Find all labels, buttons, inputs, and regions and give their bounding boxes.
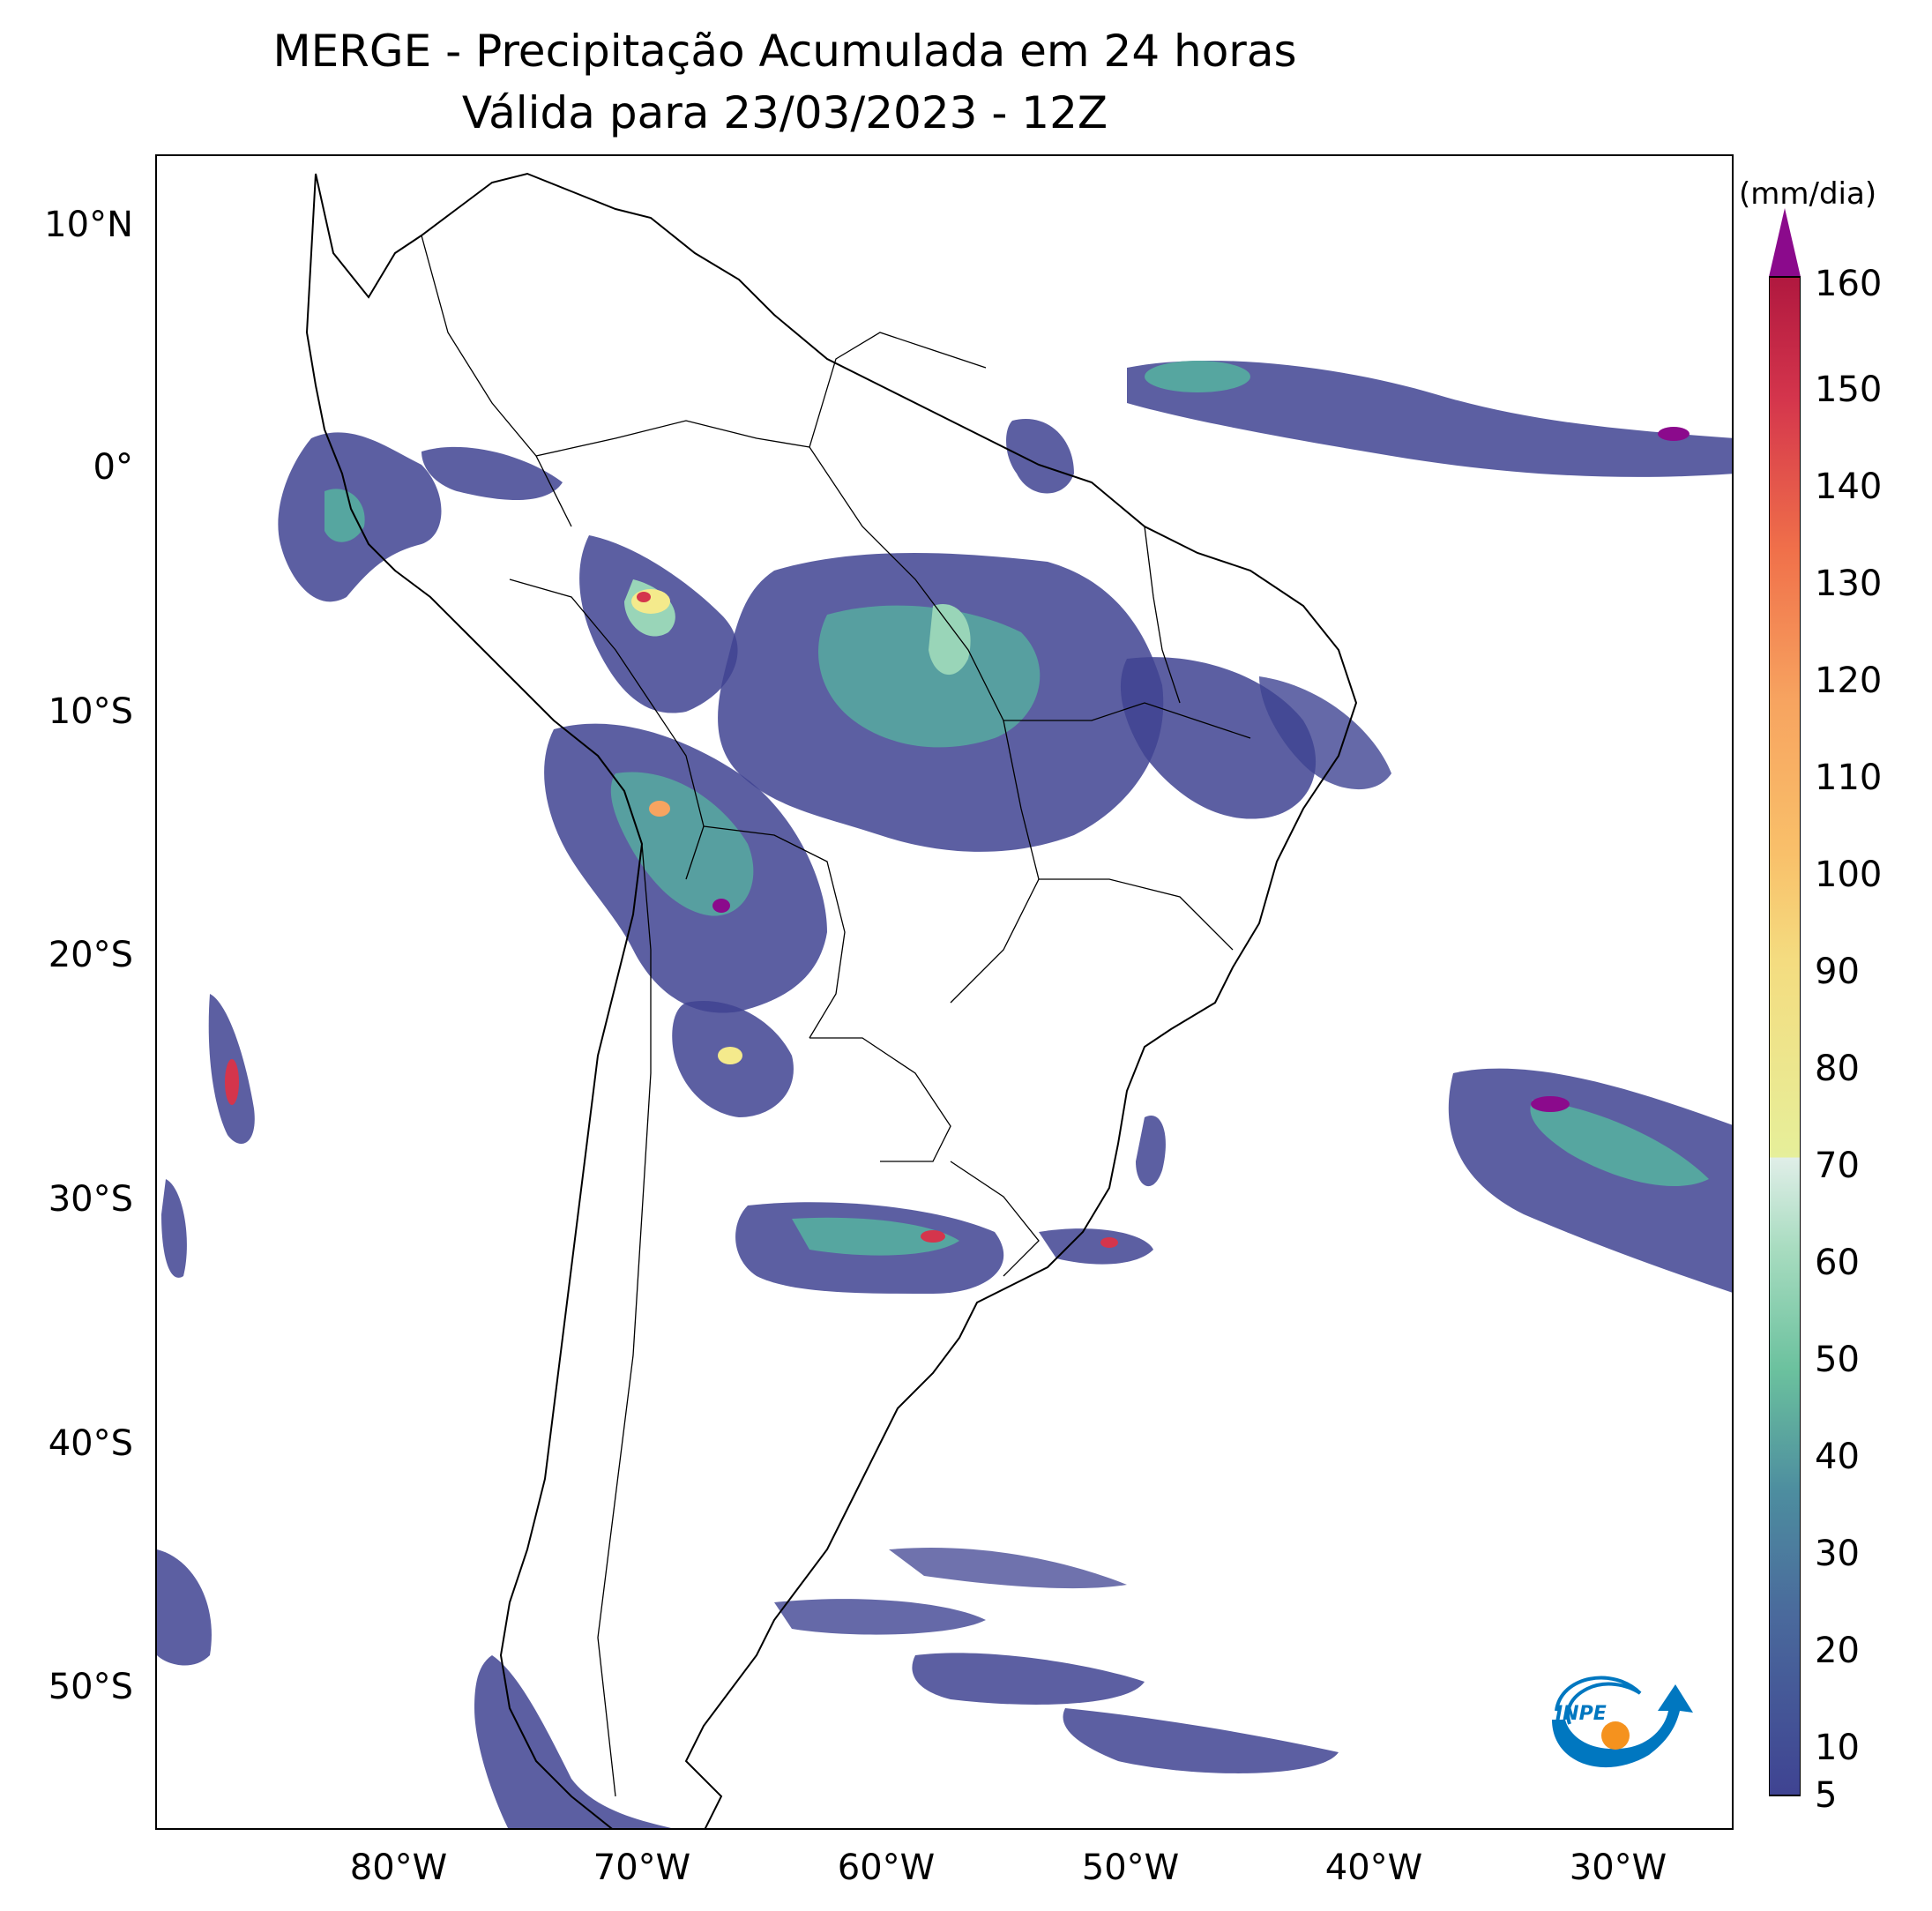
inpe-logo: INPE: [1552, 1676, 1693, 1768]
border-guianas: [809, 332, 987, 448]
colorbar-label-150: 150: [1815, 370, 1883, 410]
rain-band-atlantic-core: [1145, 361, 1250, 392]
rain-peak-pacific-west: [225, 1059, 239, 1105]
colorbar-unit: (mm/dia): [1739, 176, 1877, 212]
rain-patch-colombia-east: [421, 446, 563, 500]
border-brazil-states-4: [1144, 526, 1181, 704]
rain-patch-chile-south: [474, 1655, 672, 1828]
colorbar-label-60: 60: [1815, 1243, 1860, 1283]
lat-label-0: 0°: [93, 447, 133, 488]
rain-peak-argentina: [921, 1230, 945, 1243]
border-layer: [421, 235, 1251, 1797]
rain-band-south-atlantic: [1448, 1068, 1732, 1293]
border-brazil-states-3: [1039, 878, 1234, 951]
rain-patch-colombia-core: [324, 489, 365, 542]
colorbar-label-160: 160: [1815, 264, 1883, 304]
colorbar-label-120: 120: [1815, 661, 1883, 701]
border-argentina-uruguay: [950, 1161, 1040, 1277]
rain-peak-w-amazon-max: [637, 592, 651, 602]
rain-patch-santa-catarina: [1136, 1116, 1166, 1187]
lon-label-60w: 60°W: [837, 1848, 936, 1888]
rain-band-atlantic-north: [1127, 360, 1732, 477]
rain-patch-ne-coast: [1259, 676, 1391, 790]
lon-label-80w: 80°W: [349, 1848, 448, 1888]
colorbar-label-90: 90: [1815, 952, 1860, 992]
rain-patch-pacific-sw: [157, 1549, 212, 1666]
rain-peak-bolivia: [712, 899, 730, 913]
colorbar-label-110: 110: [1815, 758, 1883, 798]
rain-band-falklands: [912, 1653, 1145, 1705]
logo-text: INPE: [1555, 1703, 1607, 1725]
colorbar-label-80: 80: [1815, 1049, 1860, 1089]
lat-label-10s: 10°S: [48, 691, 133, 732]
coastline-layer: [305, 172, 1358, 1828]
lon-label-70w: 70°W: [593, 1848, 691, 1888]
logo-sun: [1601, 1721, 1630, 1750]
map-canvas: [157, 172, 1732, 1828]
colorbar-label-10: 10: [1815, 1728, 1860, 1768]
rain-peak-south-atlantic: [1531, 1096, 1570, 1112]
lon-label-30w: 30°W: [1569, 1848, 1667, 1888]
rain-patch-sw-amazon-mid: [610, 772, 754, 916]
colorbar-label-30: 30: [1815, 1534, 1860, 1574]
rain-patch-south-brazil: [1039, 1228, 1153, 1265]
map-title: MERGE - Precipitação Acumulada em 24 hor…: [272, 26, 1297, 77]
colorbar-label-140: 140: [1815, 467, 1883, 507]
lon-label-50w: 50°W: [1081, 1848, 1180, 1888]
rain-patch-central-amazon-mid: [818, 605, 1041, 748]
lat-label-30s: 30°S: [48, 1179, 133, 1220]
border-argentina-chile: [597, 843, 652, 1797]
colorbar-body: [1769, 276, 1801, 1796]
rain-band-south-atlantic-mid: [1530, 1100, 1709, 1187]
rain-band-argentina-mid: [792, 1217, 959, 1256]
lat-label-50s: 50°S: [48, 1667, 133, 1707]
rain-peak-atlantic: [1658, 427, 1690, 441]
border-venezuela-brazil: [535, 420, 810, 457]
border-brazil-bolivia: [703, 825, 846, 1039]
map-subtitle: Válida para 23/03/2023 - 12Z: [461, 87, 1108, 138]
rain-patch-central-amazon-core: [929, 604, 971, 676]
colorbar-label-50: 50: [1815, 1340, 1860, 1380]
colorbar-label-40: 40: [1815, 1437, 1860, 1477]
rain-band-south-3: [889, 1548, 1127, 1589]
lat-label-10n: 10°N: [44, 205, 133, 245]
south-america-coastline: [305, 172, 1358, 1828]
border-colombia-venezuela: [421, 235, 572, 527]
precipitation-layer: [157, 360, 1732, 1828]
lat-label-20s: 20°S: [48, 935, 133, 975]
rain-band-south-1: [1063, 1708, 1339, 1773]
colorbar-label-70: 70: [1815, 1146, 1860, 1186]
rain-peak-bolivia-south: [718, 1047, 742, 1064]
border-paraguay: [809, 1037, 951, 1162]
lon-label-40w: 40°W: [1324, 1848, 1423, 1888]
rain-band-south-2: [774, 1599, 986, 1635]
rain-peak-south-brazil: [1100, 1237, 1118, 1248]
lat-label-40s: 40°S: [48, 1423, 133, 1464]
rain-patch-guianas: [1006, 419, 1074, 494]
colorbar-label-130: 130: [1815, 564, 1883, 604]
logo-swoosh: [1552, 1684, 1693, 1768]
colorbar-label-5: 5: [1815, 1775, 1838, 1816]
colorbar-label-100: 100: [1815, 855, 1883, 895]
colorbar: [1769, 208, 1801, 1796]
colorbar-label-20: 20: [1815, 1631, 1860, 1671]
logo-ring: [1555, 1676, 1642, 1725]
colorbar-extend-arrow: [1769, 208, 1801, 277]
rain-peak-w-amazon: [631, 589, 670, 614]
precipitation-map: [155, 154, 1734, 1830]
rain-patch-pacific-west2: [161, 1179, 187, 1278]
rain-peak-sw-amazon: [649, 801, 670, 817]
border-brazil-states-2: [1003, 702, 1251, 739]
